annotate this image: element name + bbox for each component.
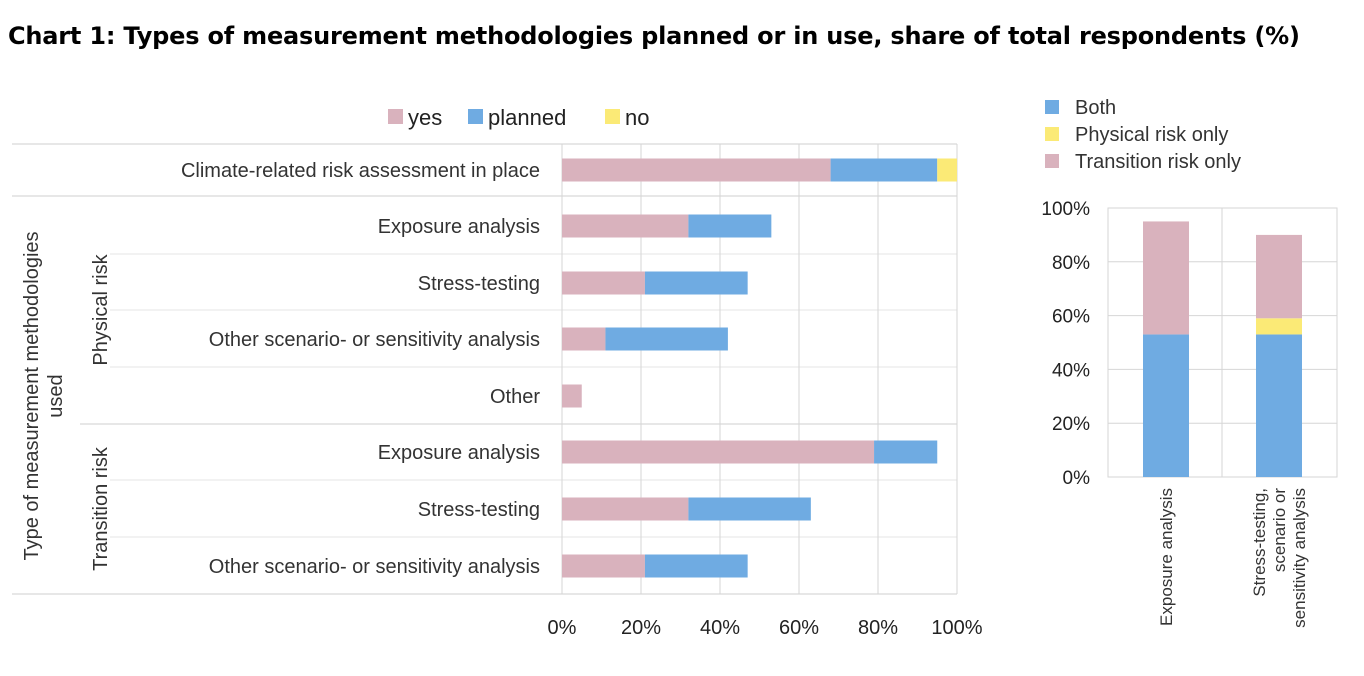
- bar-planned: [874, 440, 938, 464]
- row-label: Stress-testing: [418, 499, 540, 521]
- legend-swatch-yes: [388, 109, 403, 124]
- x-tick-label: 100%: [931, 617, 982, 639]
- y-tick-label: 0%: [1063, 468, 1091, 489]
- chart-title: Chart 1: Types of measurement methodolog…: [8, 22, 1300, 50]
- bar-planned: [830, 158, 938, 182]
- legend-swatch-no: [605, 109, 620, 124]
- bar-yes: [562, 440, 875, 464]
- legend-label-b: Both: [1075, 97, 1116, 119]
- legend-label-b: Physical risk only: [1075, 124, 1228, 146]
- legend-label-no: no: [625, 105, 649, 130]
- y-tick-label: 20%: [1052, 414, 1090, 435]
- column-segment: [1143, 221, 1189, 335]
- x-tick-label: 20%: [621, 617, 661, 639]
- row-label: Other scenario- or sensitivity analysis: [209, 329, 540, 351]
- group-label-transition: Transition risk: [90, 446, 112, 571]
- column-segment: [1143, 334, 1189, 477]
- group-label-physical: Physical risk: [90, 253, 112, 365]
- row-label: Other scenario- or sensitivity analysis: [209, 556, 540, 578]
- x-tick-label: 40%: [700, 617, 740, 639]
- legend-label-b: Transition risk only: [1075, 151, 1241, 173]
- column-segment: [1256, 334, 1302, 477]
- bar-planned: [644, 554, 748, 578]
- y-tick-label: 100%: [1041, 199, 1090, 220]
- x-tick-label: 60%: [779, 617, 819, 639]
- legend-label-yes: yes: [408, 105, 442, 130]
- bar-no: [937, 158, 957, 182]
- legend-swatch-planned: [468, 109, 483, 124]
- bar-planned: [644, 271, 748, 295]
- column-segment: [1256, 234, 1302, 319]
- column-segment: [1256, 318, 1302, 335]
- row-label: Stress-testing: [418, 273, 540, 295]
- bar-yes: [562, 384, 582, 408]
- legend-swatch-b: [1045, 100, 1059, 114]
- bar-yes: [562, 327, 606, 351]
- y-axis-title: Type of measurement methodologies: [21, 231, 43, 560]
- row-label: Exposure analysis: [378, 442, 540, 464]
- bar-yes: [562, 214, 689, 238]
- y-tick-label: 40%: [1052, 360, 1090, 381]
- row-label: Exposure analysis: [378, 216, 540, 238]
- legend-swatch-b: [1045, 127, 1059, 141]
- row-label: Other: [490, 386, 540, 408]
- x-tick-label: 0%: [548, 617, 577, 639]
- y-tick-label: 80%: [1052, 253, 1090, 274]
- bar-planned: [688, 497, 811, 521]
- bar-planned: [688, 214, 772, 238]
- x-category-label: Exposure analysis: [1157, 488, 1176, 626]
- x-tick-label: 80%: [858, 617, 898, 639]
- row-label: Climate-related risk assessment in place: [181, 160, 540, 182]
- y-axis-title: used: [45, 374, 67, 417]
- bar-yes: [562, 497, 689, 521]
- bar-planned: [605, 327, 728, 351]
- bar-yes: [562, 271, 645, 295]
- legend-swatch-b: [1045, 154, 1059, 168]
- x-category-label: Stress-testing,: [1250, 488, 1269, 597]
- bar-yes: [562, 554, 645, 578]
- x-category-label: scenario or: [1270, 488, 1289, 572]
- y-tick-label: 60%: [1052, 307, 1090, 328]
- bar-yes: [562, 158, 831, 182]
- legend-label-planned: planned: [488, 105, 566, 130]
- x-category-label: sensitivity analysis: [1290, 488, 1309, 628]
